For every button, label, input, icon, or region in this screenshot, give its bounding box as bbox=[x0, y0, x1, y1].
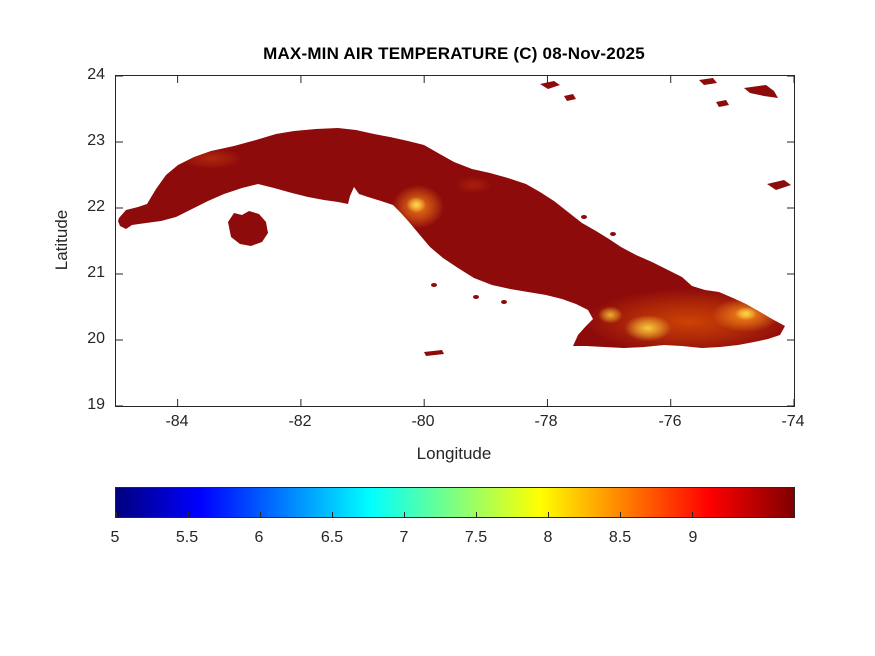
hotspot-6 bbox=[406, 196, 427, 213]
colorbar bbox=[115, 487, 795, 518]
isla-de-la-juventud bbox=[228, 211, 268, 246]
small-island bbox=[699, 78, 717, 85]
small-cay bbox=[431, 283, 437, 287]
small-island bbox=[767, 180, 791, 190]
small-island bbox=[744, 85, 778, 98]
small-cay bbox=[473, 295, 479, 299]
chart-title: MAX-MIN AIR TEMPERATURE (C) 08-Nov-2025 bbox=[263, 44, 645, 63]
colorbar-tick-label: 5.5 bbox=[175, 529, 199, 546]
x-tick-label: -74 bbox=[781, 413, 805, 430]
colorbar-tick-mark bbox=[331, 512, 333, 517]
small-cay bbox=[501, 300, 507, 304]
small-cay bbox=[581, 215, 587, 219]
y-tick-label: 20 bbox=[87, 330, 105, 347]
colorbar-tick-label: 7.5 bbox=[464, 529, 488, 546]
colorbar-tick-mark bbox=[475, 512, 477, 517]
colorbar-tick-mark bbox=[403, 512, 405, 517]
small-cay bbox=[610, 232, 616, 236]
plot-area bbox=[115, 75, 795, 407]
y-tick-label: 23 bbox=[87, 132, 105, 149]
x-tick-label: -82 bbox=[288, 413, 312, 430]
hotspot-4 bbox=[597, 306, 623, 324]
hotspot-3 bbox=[624, 314, 672, 342]
colorbar-tick-label: 6.5 bbox=[320, 529, 344, 546]
colorbar-tick-mark bbox=[691, 512, 693, 517]
colorbar-tick-mark bbox=[187, 512, 189, 517]
landmass-layer bbox=[118, 78, 791, 356]
colorbar-tick-mark bbox=[547, 512, 549, 517]
hotspot-8 bbox=[455, 176, 492, 194]
cuba-heatmap bbox=[116, 76, 794, 406]
x-axis-label: Longitude bbox=[416, 444, 492, 463]
small-island bbox=[716, 100, 729, 107]
colorbar-tick-mark bbox=[259, 512, 261, 517]
hotspot-7 bbox=[180, 147, 243, 170]
y-tick-label: 19 bbox=[87, 396, 105, 413]
colorbar-tick-label: 8.5 bbox=[608, 529, 632, 546]
small-island bbox=[540, 81, 560, 89]
x-tick-label: -84 bbox=[165, 413, 189, 430]
small-island bbox=[424, 350, 444, 356]
axis-tick-marks bbox=[116, 76, 794, 406]
colorbar-tick-label: 6 bbox=[254, 529, 264, 546]
small-island bbox=[564, 94, 576, 101]
y-tick-label: 24 bbox=[87, 66, 105, 83]
y-axis-label: Latitude bbox=[52, 209, 71, 271]
colorbar-tick-label: 9 bbox=[688, 529, 698, 546]
x-tick-label: -80 bbox=[411, 413, 435, 430]
colorbar-tick-label: 8 bbox=[543, 529, 553, 546]
colorbar-tick-mark bbox=[116, 512, 117, 517]
y-tick-label: 21 bbox=[87, 264, 105, 281]
colorbar-tick-label: 5 bbox=[110, 529, 120, 546]
hotspot-2 bbox=[734, 307, 758, 321]
x-tick-label: -78 bbox=[534, 413, 558, 430]
y-tick-label: 22 bbox=[87, 198, 105, 215]
colorbar-tick-label: 7 bbox=[399, 529, 409, 546]
x-tick-label: -76 bbox=[658, 413, 682, 430]
colorbar-tick-mark bbox=[619, 512, 621, 517]
cuba-main-island bbox=[118, 128, 785, 348]
